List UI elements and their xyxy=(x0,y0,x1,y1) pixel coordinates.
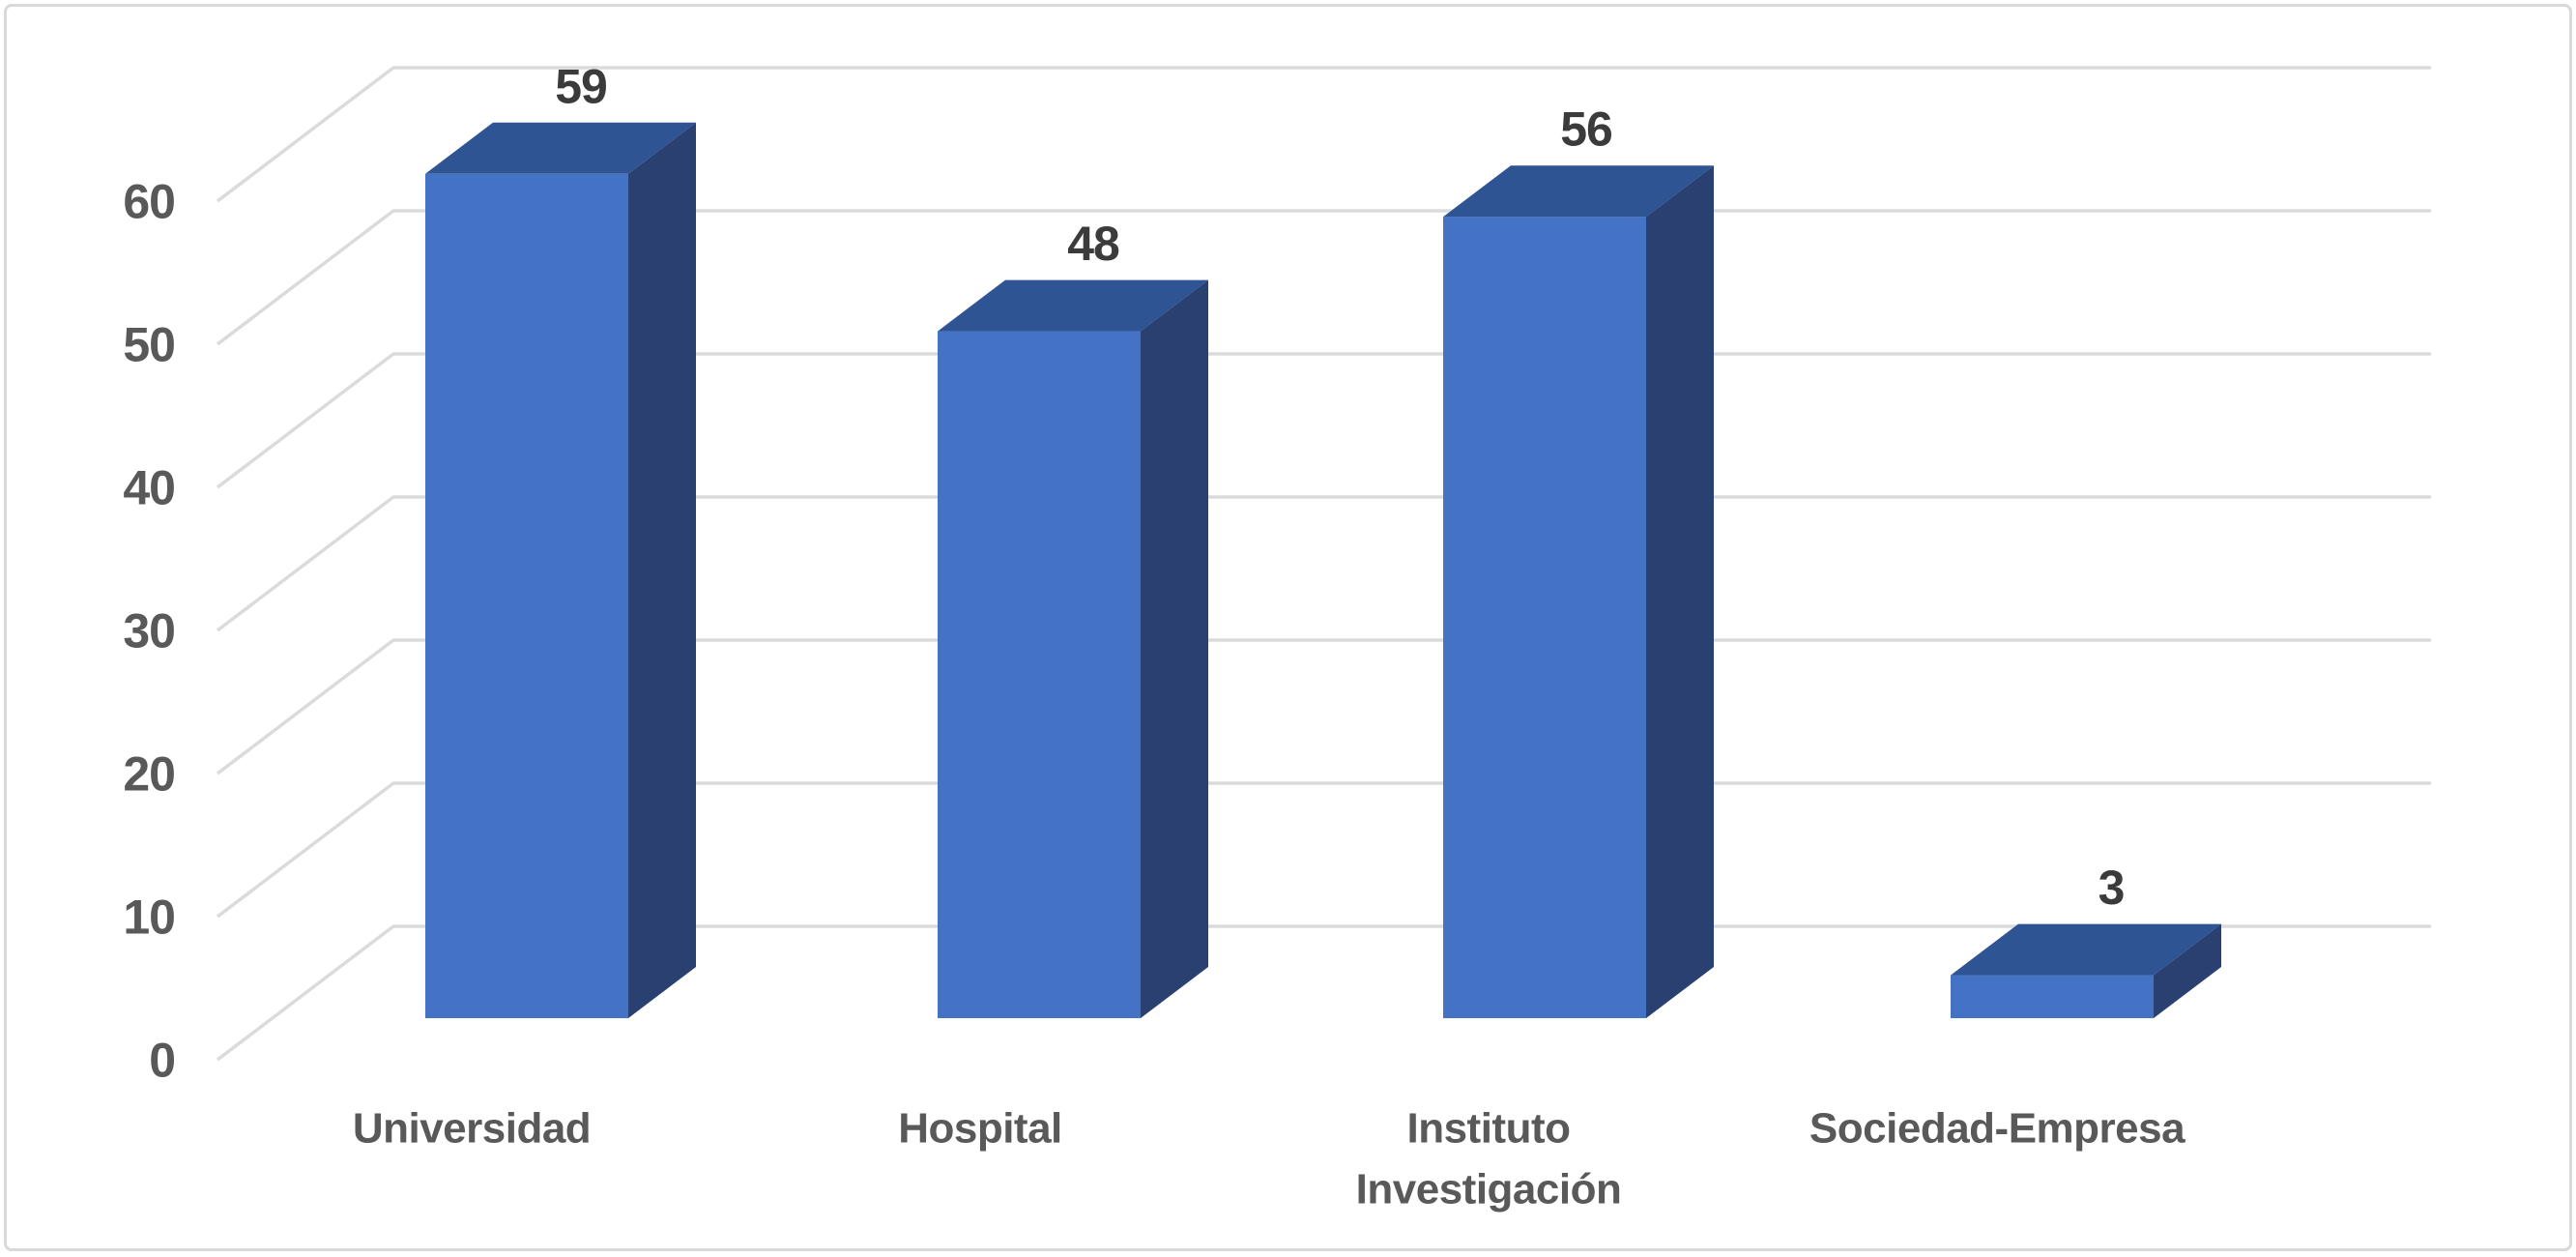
bar-front-face xyxy=(938,331,1141,1019)
y-tick-label-10: 10 xyxy=(123,891,175,945)
category-label-sociedad-empresa: Sociedad-Empresa xyxy=(1809,1104,2185,1152)
bar-side-face xyxy=(628,122,696,1019)
y-tick-label-30: 30 xyxy=(123,604,175,658)
y-tick-label-40: 40 xyxy=(123,461,175,515)
gridline-30 xyxy=(216,495,2431,632)
gridline-10 xyxy=(216,781,2431,919)
bar-side-face xyxy=(1646,165,1714,1018)
gridline-40 xyxy=(216,352,2431,489)
y-tick-label-50: 50 xyxy=(123,318,175,372)
category-label-universidad: Universidad xyxy=(353,1104,591,1152)
bar-front-face xyxy=(425,173,628,1019)
data-label-instituto-investigacion: 56 xyxy=(1560,102,1612,157)
bar-universidad: 59 Universidad xyxy=(353,59,696,1152)
gridline-50 xyxy=(216,209,2431,346)
gridline-20 xyxy=(216,638,2431,775)
y-tick-label-60: 60 xyxy=(123,175,175,229)
gridline-60 xyxy=(216,66,2431,203)
bar-side-face xyxy=(1141,279,1208,1019)
bar-top-face xyxy=(1951,923,2221,976)
y-tick-label-0: 0 xyxy=(149,1034,175,1088)
bar-hospital: 48 Hospital xyxy=(898,217,1208,1152)
category-label-instituto-investigacion: Instituto Investigación xyxy=(1356,1104,1622,1213)
bar-top-face xyxy=(938,279,1208,332)
gridline-0 xyxy=(216,924,2431,1062)
bar-front-face xyxy=(1443,217,1646,1018)
data-label-universidad: 59 xyxy=(555,59,607,113)
bar-sociedad-empresa: 3 Sociedad-Empresa xyxy=(1809,861,2221,1152)
bar-top-face xyxy=(425,122,696,174)
y-tick-label-20: 20 xyxy=(123,747,175,802)
bar-front-face xyxy=(1951,975,2154,1018)
bar-side-face xyxy=(2154,923,2221,1018)
data-label-sociedad-empresa: 3 xyxy=(2098,861,2125,915)
data-label-hospital: 48 xyxy=(1067,217,1119,271)
bar-top-face xyxy=(1443,165,1714,218)
bar-instituto-investigacion: 56 Instituto Investigación xyxy=(1356,102,1714,1213)
category-label-hospital: Hospital xyxy=(898,1104,1062,1152)
